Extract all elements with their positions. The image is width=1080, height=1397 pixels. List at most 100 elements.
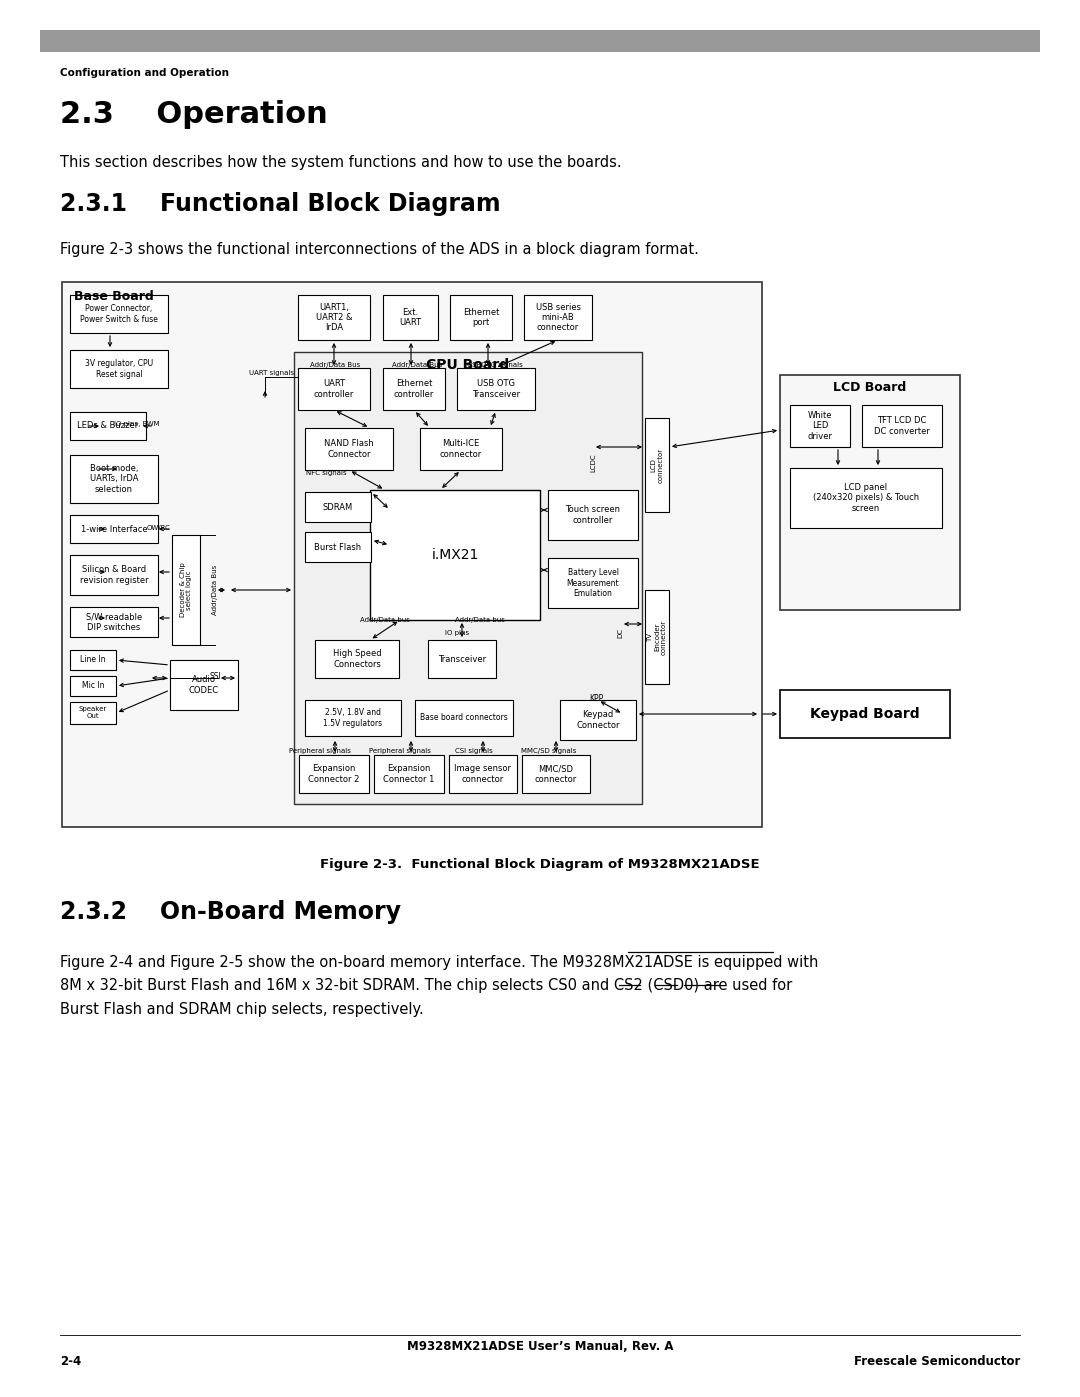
Text: MMC/SD signals: MMC/SD signals: [522, 747, 577, 754]
Text: S/W readable
DIP switches: S/W readable DIP switches: [86, 612, 143, 631]
Text: Multi-ICE
connector: Multi-ICE connector: [440, 439, 482, 458]
Bar: [298, 295, 370, 339]
Text: Addr/Data Bus: Addr/Data Bus: [310, 362, 361, 367]
Text: Ethernet
port: Ethernet port: [463, 307, 499, 327]
Bar: [70, 608, 158, 637]
Bar: [305, 427, 393, 469]
Bar: [450, 295, 512, 339]
Text: KPP: KPP: [589, 694, 603, 703]
Text: LCD panel
(240x320 pixels) & Touch
screen: LCD panel (240x320 pixels) & Touch scree…: [813, 483, 919, 513]
Text: UART signals: UART signals: [249, 370, 294, 376]
Text: LCD Board: LCD Board: [834, 381, 906, 394]
Text: SDRAM: SDRAM: [323, 503, 353, 511]
Bar: [645, 418, 669, 511]
Text: USBOTG signals: USBOTG signals: [467, 362, 523, 367]
Bar: [305, 700, 401, 736]
Text: USB OTG
Transceiver: USB OTG Transceiver: [472, 380, 521, 398]
Bar: [299, 754, 369, 793]
Bar: [428, 640, 496, 678]
Text: IO pins: IO pins: [445, 630, 469, 636]
Text: CPU Board: CPU Board: [427, 358, 510, 372]
Text: White
LED
driver: White LED driver: [808, 411, 833, 441]
Text: 2.3    Operation: 2.3 Operation: [60, 101, 327, 129]
Text: Keypad Board: Keypad Board: [810, 707, 920, 721]
Text: Touch screen
controller: Touch screen controller: [566, 506, 621, 525]
Bar: [305, 532, 372, 562]
Text: Transceiver: Transceiver: [437, 655, 486, 664]
Text: TFT LCD DC
DC converter: TFT LCD DC DC converter: [874, 416, 930, 436]
Bar: [315, 640, 399, 678]
Text: TV
Encoder
connector: TV Encoder connector: [647, 619, 667, 655]
Text: 1-wire Interface: 1-wire Interface: [81, 524, 147, 534]
Text: Expansion
Connector 2: Expansion Connector 2: [308, 764, 360, 784]
Bar: [70, 412, 146, 440]
Bar: [70, 703, 116, 724]
Text: LCDC: LCDC: [590, 453, 596, 472]
Text: Mic In: Mic In: [82, 682, 105, 690]
Text: Peripheral signals: Peripheral signals: [369, 747, 431, 754]
Text: Addr/Data bus: Addr/Data bus: [360, 617, 410, 623]
Text: DC: DC: [617, 629, 623, 638]
Bar: [548, 557, 638, 608]
Text: UART
controller: UART controller: [314, 380, 354, 398]
Text: Burst Flash: Burst Flash: [314, 542, 362, 552]
Bar: [70, 650, 116, 671]
Bar: [789, 468, 942, 528]
Text: Addr/Data bus: Addr/Data bus: [455, 617, 504, 623]
Bar: [561, 700, 636, 740]
Text: OW/RC: OW/RC: [146, 525, 170, 531]
Text: 2-4: 2-4: [60, 1355, 81, 1368]
Text: Addr/Data Bus: Addr/Data Bus: [392, 362, 442, 367]
Text: Configuration and Operation: Configuration and Operation: [60, 68, 229, 78]
Text: This section describes how the system functions and how to use the boards.: This section describes how the system fu…: [60, 155, 622, 170]
Text: Addr/Data Bus: Addr/Data Bus: [212, 564, 218, 615]
Text: High Speed
Connectors: High Speed Connectors: [333, 650, 381, 669]
Text: USB series
mini-AB
connector: USB series mini-AB connector: [536, 303, 581, 332]
Bar: [383, 367, 445, 409]
Text: i.MX21: i.MX21: [431, 548, 478, 562]
Text: UART1,
UART2 &
IrDA: UART1, UART2 & IrDA: [315, 303, 352, 332]
Text: NFC signals: NFC signals: [306, 469, 347, 476]
Text: Expansion
Connector 1: Expansion Connector 1: [383, 764, 434, 784]
Text: 2.3.1    Functional Block Diagram: 2.3.1 Functional Block Diagram: [60, 191, 501, 217]
Text: Figure 2-3 shows the functional interconnections of the ADS in a block diagram f: Figure 2-3 shows the functional intercon…: [60, 242, 699, 257]
Text: Figure 2-4 and Figure 2-5 show the on-board memory interface. The M9328MX21ADSE : Figure 2-4 and Figure 2-5 show the on-bo…: [60, 956, 819, 1017]
Bar: [457, 367, 535, 409]
Text: M9328MX21ADSE User’s Manual, Rev. A: M9328MX21ADSE User’s Manual, Rev. A: [407, 1340, 673, 1354]
Bar: [420, 427, 502, 469]
Bar: [645, 590, 669, 685]
Bar: [780, 690, 950, 738]
Text: Silicon & Board
revision register: Silicon & Board revision register: [80, 566, 148, 585]
Text: Decoder & Chip
select logic: Decoder & Chip select logic: [179, 563, 192, 617]
Bar: [70, 555, 158, 595]
Bar: [294, 352, 642, 805]
Bar: [370, 490, 540, 620]
Bar: [70, 676, 116, 696]
Bar: [862, 405, 942, 447]
Bar: [789, 405, 850, 447]
Bar: [449, 754, 517, 793]
Text: Base board connectors: Base board connectors: [420, 714, 508, 722]
Bar: [548, 490, 638, 541]
Text: LCD
connector: LCD connector: [650, 447, 663, 482]
Text: Line In: Line In: [80, 655, 106, 665]
Text: Figure 2-3.  Functional Block Diagram of M9328MX21ADSE: Figure 2-3. Functional Block Diagram of …: [320, 858, 760, 870]
Bar: [70, 455, 158, 503]
Bar: [780, 374, 960, 610]
Bar: [70, 351, 168, 388]
Text: Ethernet
controller: Ethernet controller: [394, 380, 434, 398]
Bar: [374, 754, 444, 793]
Text: CSI signals: CSI signals: [455, 747, 492, 754]
Text: Peripheral signals: Peripheral signals: [289, 747, 351, 754]
Bar: [383, 295, 438, 339]
Bar: [70, 515, 158, 543]
Bar: [298, 367, 370, 409]
Text: Speaker
Out: Speaker Out: [79, 707, 107, 719]
Bar: [62, 282, 762, 827]
Bar: [70, 295, 168, 332]
Bar: [170, 659, 238, 710]
Text: SSI: SSI: [210, 672, 221, 680]
Text: Boot mode,
UARTs, IrDA
selection: Boot mode, UARTs, IrDA selection: [90, 464, 138, 495]
Text: Freescale Semiconductor: Freescale Semiconductor: [853, 1355, 1020, 1368]
Bar: [305, 492, 372, 522]
